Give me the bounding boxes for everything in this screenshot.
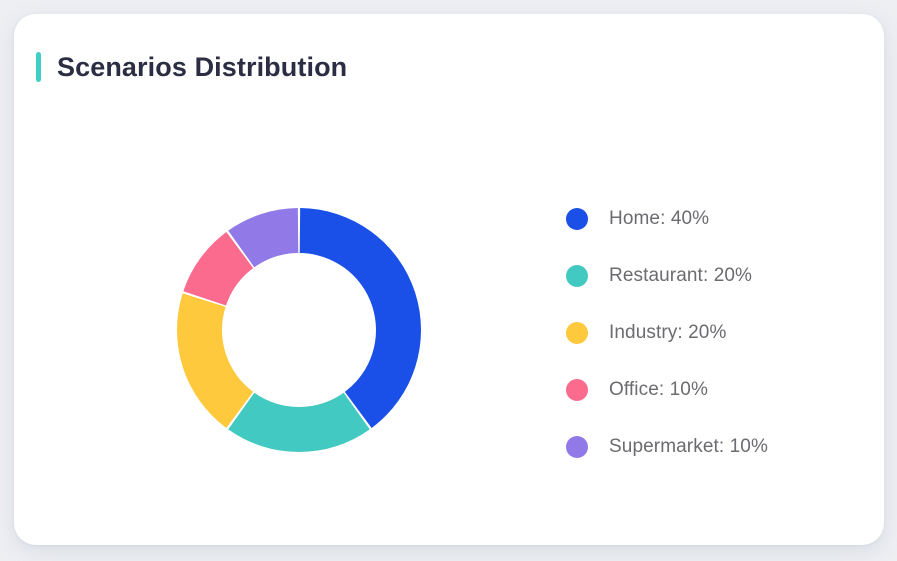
donut-chart bbox=[163, 194, 435, 466]
legend-swatch-icon bbox=[566, 207, 588, 230]
legend-swatch-icon bbox=[566, 435, 588, 458]
legend-swatch-icon bbox=[566, 264, 588, 287]
legend-label: Office: 10% bbox=[609, 378, 708, 400]
donut-slice-office[interactable] bbox=[183, 231, 254, 306]
legend-item-office[interactable]: Office: 10% bbox=[566, 361, 856, 418]
scenarios-distribution-card: Scenarios Distribution Home: 40% Restaura… bbox=[14, 14, 884, 545]
legend-label: Industry: 20% bbox=[609, 321, 727, 343]
legend-label: Home: 40% bbox=[609, 207, 710, 229]
donut-chart-svg bbox=[176, 208, 421, 452]
chart-area: Home: 40% Restaurant: 20% Industry: 20% Off… bbox=[14, 14, 884, 545]
legend-item-supermarket[interactable]: Supermarket: 10% bbox=[566, 418, 856, 475]
donut-slice-industry[interactable] bbox=[176, 293, 254, 429]
legend-swatch-icon bbox=[566, 321, 588, 344]
page-title: Scenarios Distribution bbox=[57, 51, 348, 82]
donut-slice-supermarket[interactable] bbox=[228, 208, 299, 268]
legend-item-industry[interactable]: Industry: 20% bbox=[566, 304, 856, 361]
donut-slice-restaurant[interactable] bbox=[228, 392, 370, 452]
legend-swatch-icon bbox=[566, 378, 588, 401]
card-header: Scenarios Distribution bbox=[36, 52, 347, 82]
legend-item-restaurant[interactable]: Restaurant: 20% bbox=[566, 247, 856, 304]
legend-label: Restaurant: 20% bbox=[609, 264, 753, 286]
title-accent-bar bbox=[36, 52, 41, 82]
chart-legend: Home: 40% Restaurant: 20% Industry: 20% Off… bbox=[566, 190, 856, 475]
donut-slice-group bbox=[176, 208, 421, 452]
legend-label: Supermarket: 10% bbox=[609, 435, 768, 457]
donut-slice-home[interactable] bbox=[299, 208, 421, 429]
legend-item-home[interactable]: Home: 40% bbox=[566, 190, 856, 247]
